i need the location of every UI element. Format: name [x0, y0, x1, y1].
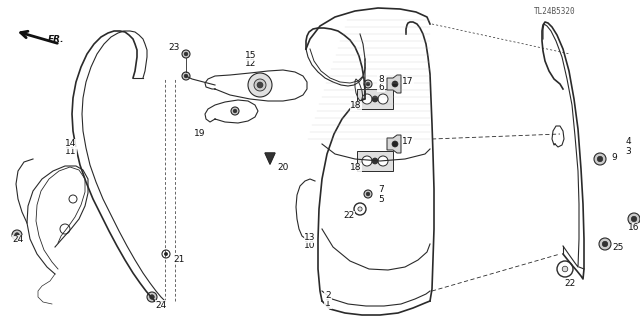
Text: 24: 24: [156, 300, 166, 309]
Circle shape: [12, 230, 22, 240]
Circle shape: [150, 295, 154, 299]
Circle shape: [248, 73, 272, 97]
Text: 10: 10: [304, 241, 316, 250]
Circle shape: [364, 190, 372, 198]
Circle shape: [594, 153, 606, 165]
Circle shape: [362, 156, 372, 166]
Text: 22: 22: [564, 278, 575, 287]
Text: 3: 3: [625, 146, 631, 155]
Text: 15: 15: [245, 51, 257, 61]
Text: 7: 7: [378, 186, 384, 195]
Text: 24: 24: [12, 235, 24, 244]
Text: 16: 16: [628, 224, 640, 233]
Text: 12: 12: [245, 60, 257, 69]
Text: 5: 5: [378, 195, 384, 204]
Text: 1: 1: [325, 300, 331, 308]
Text: 18: 18: [350, 164, 362, 173]
Circle shape: [372, 96, 378, 102]
Text: 13: 13: [304, 234, 316, 242]
Text: 8: 8: [378, 75, 384, 84]
Circle shape: [15, 233, 19, 237]
Circle shape: [392, 141, 398, 147]
Text: 21: 21: [173, 255, 185, 263]
Text: 19: 19: [195, 130, 205, 138]
Circle shape: [362, 94, 372, 104]
Text: 20: 20: [277, 162, 289, 172]
Circle shape: [182, 72, 190, 80]
Circle shape: [358, 207, 362, 211]
Circle shape: [597, 156, 603, 162]
Circle shape: [602, 241, 608, 247]
Circle shape: [372, 158, 378, 164]
Text: 11: 11: [65, 147, 77, 157]
Polygon shape: [387, 75, 401, 93]
Text: 17: 17: [403, 137, 413, 145]
Circle shape: [254, 79, 266, 91]
Circle shape: [628, 213, 640, 225]
Bar: [357, 151, 393, 171]
Text: 17: 17: [403, 78, 413, 86]
Text: 22: 22: [344, 211, 355, 220]
Text: 23: 23: [168, 43, 180, 53]
Circle shape: [364, 80, 372, 88]
Text: 14: 14: [65, 139, 77, 149]
Circle shape: [366, 82, 370, 86]
Text: TL24B5320: TL24B5320: [534, 8, 576, 17]
Circle shape: [562, 266, 568, 272]
Circle shape: [182, 50, 190, 58]
Circle shape: [599, 238, 611, 250]
Text: 6: 6: [378, 83, 384, 92]
Circle shape: [366, 192, 370, 196]
Circle shape: [257, 82, 263, 88]
Text: 4: 4: [625, 137, 631, 146]
Circle shape: [233, 109, 237, 113]
Circle shape: [392, 81, 398, 87]
Polygon shape: [265, 153, 275, 164]
Bar: [357, 89, 393, 109]
Circle shape: [184, 52, 188, 56]
Circle shape: [231, 107, 239, 115]
Circle shape: [631, 216, 637, 222]
Text: FR.: FR.: [48, 35, 65, 44]
Text: 2: 2: [325, 292, 331, 300]
Circle shape: [147, 292, 157, 302]
Text: 9: 9: [611, 152, 617, 161]
Text: 18: 18: [350, 101, 362, 110]
Text: 25: 25: [612, 242, 624, 251]
Circle shape: [184, 74, 188, 78]
Polygon shape: [387, 135, 401, 153]
Circle shape: [378, 156, 388, 166]
Circle shape: [378, 94, 388, 104]
Circle shape: [164, 252, 168, 256]
